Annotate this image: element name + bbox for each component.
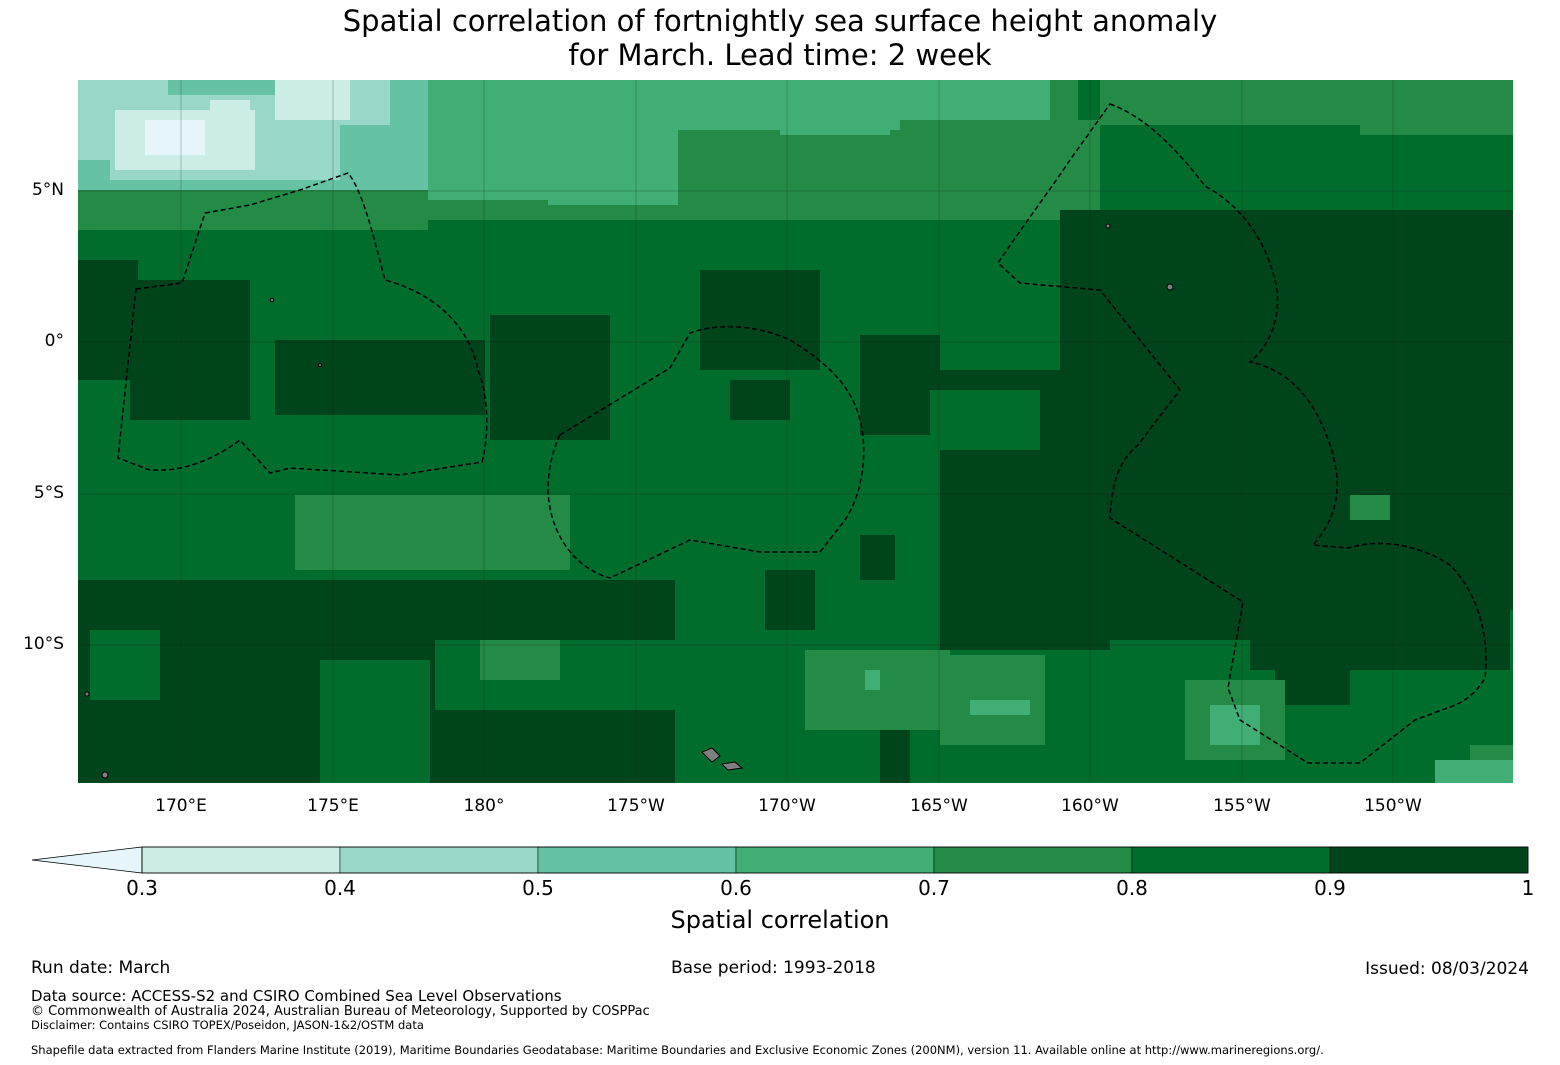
samoa-island <box>720 761 744 771</box>
lat-label: 10°S <box>23 634 64 654</box>
colorbar-swatch <box>1329 846 1529 874</box>
lon-label: 170°W <box>758 796 816 816</box>
colorbar-swatch <box>735 846 935 874</box>
lon-label: 165°W <box>910 796 968 816</box>
map-title-line2: for March. Lead time: 2 week <box>568 38 992 72</box>
colorbar-extend-triangle <box>31 846 143 874</box>
colorbar-swatch <box>1131 846 1331 874</box>
lat-label: 5°S <box>33 483 64 503</box>
colorbar-swatch <box>339 846 539 874</box>
colorbar-swatch <box>933 846 1133 874</box>
correlation-field <box>78 80 1513 783</box>
islands <box>84 223 1174 779</box>
lon-label: 180° <box>463 796 505 816</box>
eez-boundaries <box>117 103 1487 764</box>
disclaimer: Disclaimer: Contains CSIRO TOPEX/Poseido… <box>31 1018 424 1032</box>
lon-label: 175°W <box>607 796 665 816</box>
issued-date: Issued: 08/03/2024 <box>1365 959 1529 979</box>
eez-boundary-kiribati-phoenix <box>547 325 865 579</box>
colorbar-tick: 0.3 <box>126 876 158 900</box>
samoa-island <box>701 747 721 763</box>
base-period: Base period: 1993-2018 <box>671 958 876 978</box>
correlation-map <box>78 80 1513 783</box>
colorbar-tick: 0.7 <box>918 876 950 900</box>
eez-boundary-kiribati-gilbert <box>117 172 488 476</box>
lon-label: 170°E <box>155 796 207 816</box>
colorbar-swatch <box>537 846 737 874</box>
colorbar-tick: 0.9 <box>1314 876 1346 900</box>
colorbar-border <box>141 846 1529 874</box>
colorbar-label: Spatial correlation <box>670 906 890 934</box>
colorbar-swatches <box>31 846 1529 874</box>
graticule <box>78 80 1513 783</box>
colorbar-tick: 1 <box>1521 876 1535 900</box>
lon-label: 150°W <box>1364 796 1422 816</box>
run-date: Run date: March <box>31 958 171 978</box>
colorbar-swatch <box>141 846 341 874</box>
shapefile-credit: Shapefile data extracted from Flanders M… <box>31 1043 1324 1057</box>
data-source: Data source: ACCESS-S2 and CSIRO Combine… <box>31 987 562 1005</box>
map-title-line1: Spatial correlation of fortnightly sea s… <box>342 4 1218 38</box>
colorbar-tick: 0.5 <box>522 876 554 900</box>
lon-label: 155°W <box>1213 796 1271 816</box>
colorbar-tick: 0.8 <box>1116 876 1148 900</box>
lon-label: 175°E <box>307 796 359 816</box>
copyright: © Commonwealth of Australia 2024, Austra… <box>31 1004 650 1019</box>
lat-label: 0° <box>44 331 64 351</box>
colorbar <box>31 846 1529 874</box>
lat-label: 5°N <box>31 180 64 200</box>
colorbar-tick: 0.4 <box>324 876 356 900</box>
lon-label: 160°W <box>1061 796 1119 816</box>
colorbar-tick: 0.6 <box>720 876 752 900</box>
